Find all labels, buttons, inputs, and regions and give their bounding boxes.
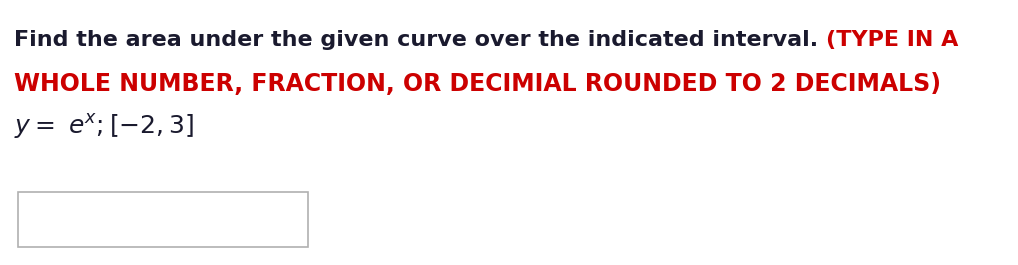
Text: (TYPE IN A: (TYPE IN A — [826, 30, 958, 50]
Text: Find the area under the given curve over the indicated interval.: Find the area under the given curve over… — [14, 30, 826, 50]
Text: WHOLE NUMBER, FRACTION, OR DECIMIAL ROUNDED TO 2 DECIMALS): WHOLE NUMBER, FRACTION, OR DECIMIAL ROUN… — [14, 72, 941, 96]
Text: $\mathit{y}=\ e^{\mathit{x}};[-2,3]$: $\mathit{y}=\ e^{\mathit{x}};[-2,3]$ — [14, 112, 194, 141]
Bar — [18, 192, 308, 247]
